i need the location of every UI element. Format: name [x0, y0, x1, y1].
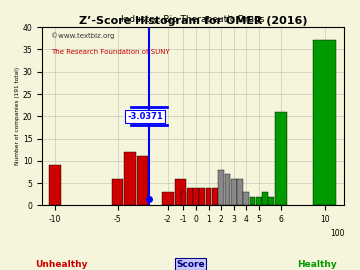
Text: 100: 100	[330, 229, 345, 238]
Bar	[175, 179, 186, 205]
Bar	[212, 188, 218, 205]
Bar	[243, 192, 249, 205]
Bar	[137, 156, 148, 205]
Text: -3.0371: -3.0371	[127, 112, 163, 121]
Bar	[249, 197, 256, 205]
Y-axis label: Number of companies (191 total): Number of companies (191 total)	[15, 67, 20, 166]
Bar	[181, 192, 186, 205]
Text: Score: Score	[176, 260, 205, 269]
Bar	[269, 197, 274, 205]
Bar	[256, 197, 262, 205]
Bar	[313, 40, 336, 205]
Bar	[199, 188, 205, 205]
Text: Healthy: Healthy	[297, 260, 337, 269]
Bar	[193, 188, 199, 205]
Text: Industry: Bio Therapeutic Drugs: Industry: Bio Therapeutic Drugs	[121, 15, 265, 25]
Bar	[275, 112, 287, 205]
Title: Z’-Score Histogram for OMER (2016): Z’-Score Histogram for OMER (2016)	[78, 16, 307, 26]
Bar	[262, 192, 268, 205]
Bar	[225, 174, 230, 205]
Bar	[206, 188, 211, 205]
Bar	[187, 188, 193, 205]
Bar	[231, 179, 237, 205]
Bar	[218, 170, 224, 205]
Bar	[124, 152, 136, 205]
Bar	[49, 165, 60, 205]
Text: The Research Foundation of SUNY: The Research Foundation of SUNY	[51, 49, 170, 55]
Text: Unhealthy: Unhealthy	[35, 260, 87, 269]
Bar	[162, 192, 174, 205]
Bar	[237, 179, 243, 205]
Text: ©www.textbiz.org: ©www.textbiz.org	[51, 32, 115, 39]
Bar	[112, 179, 123, 205]
